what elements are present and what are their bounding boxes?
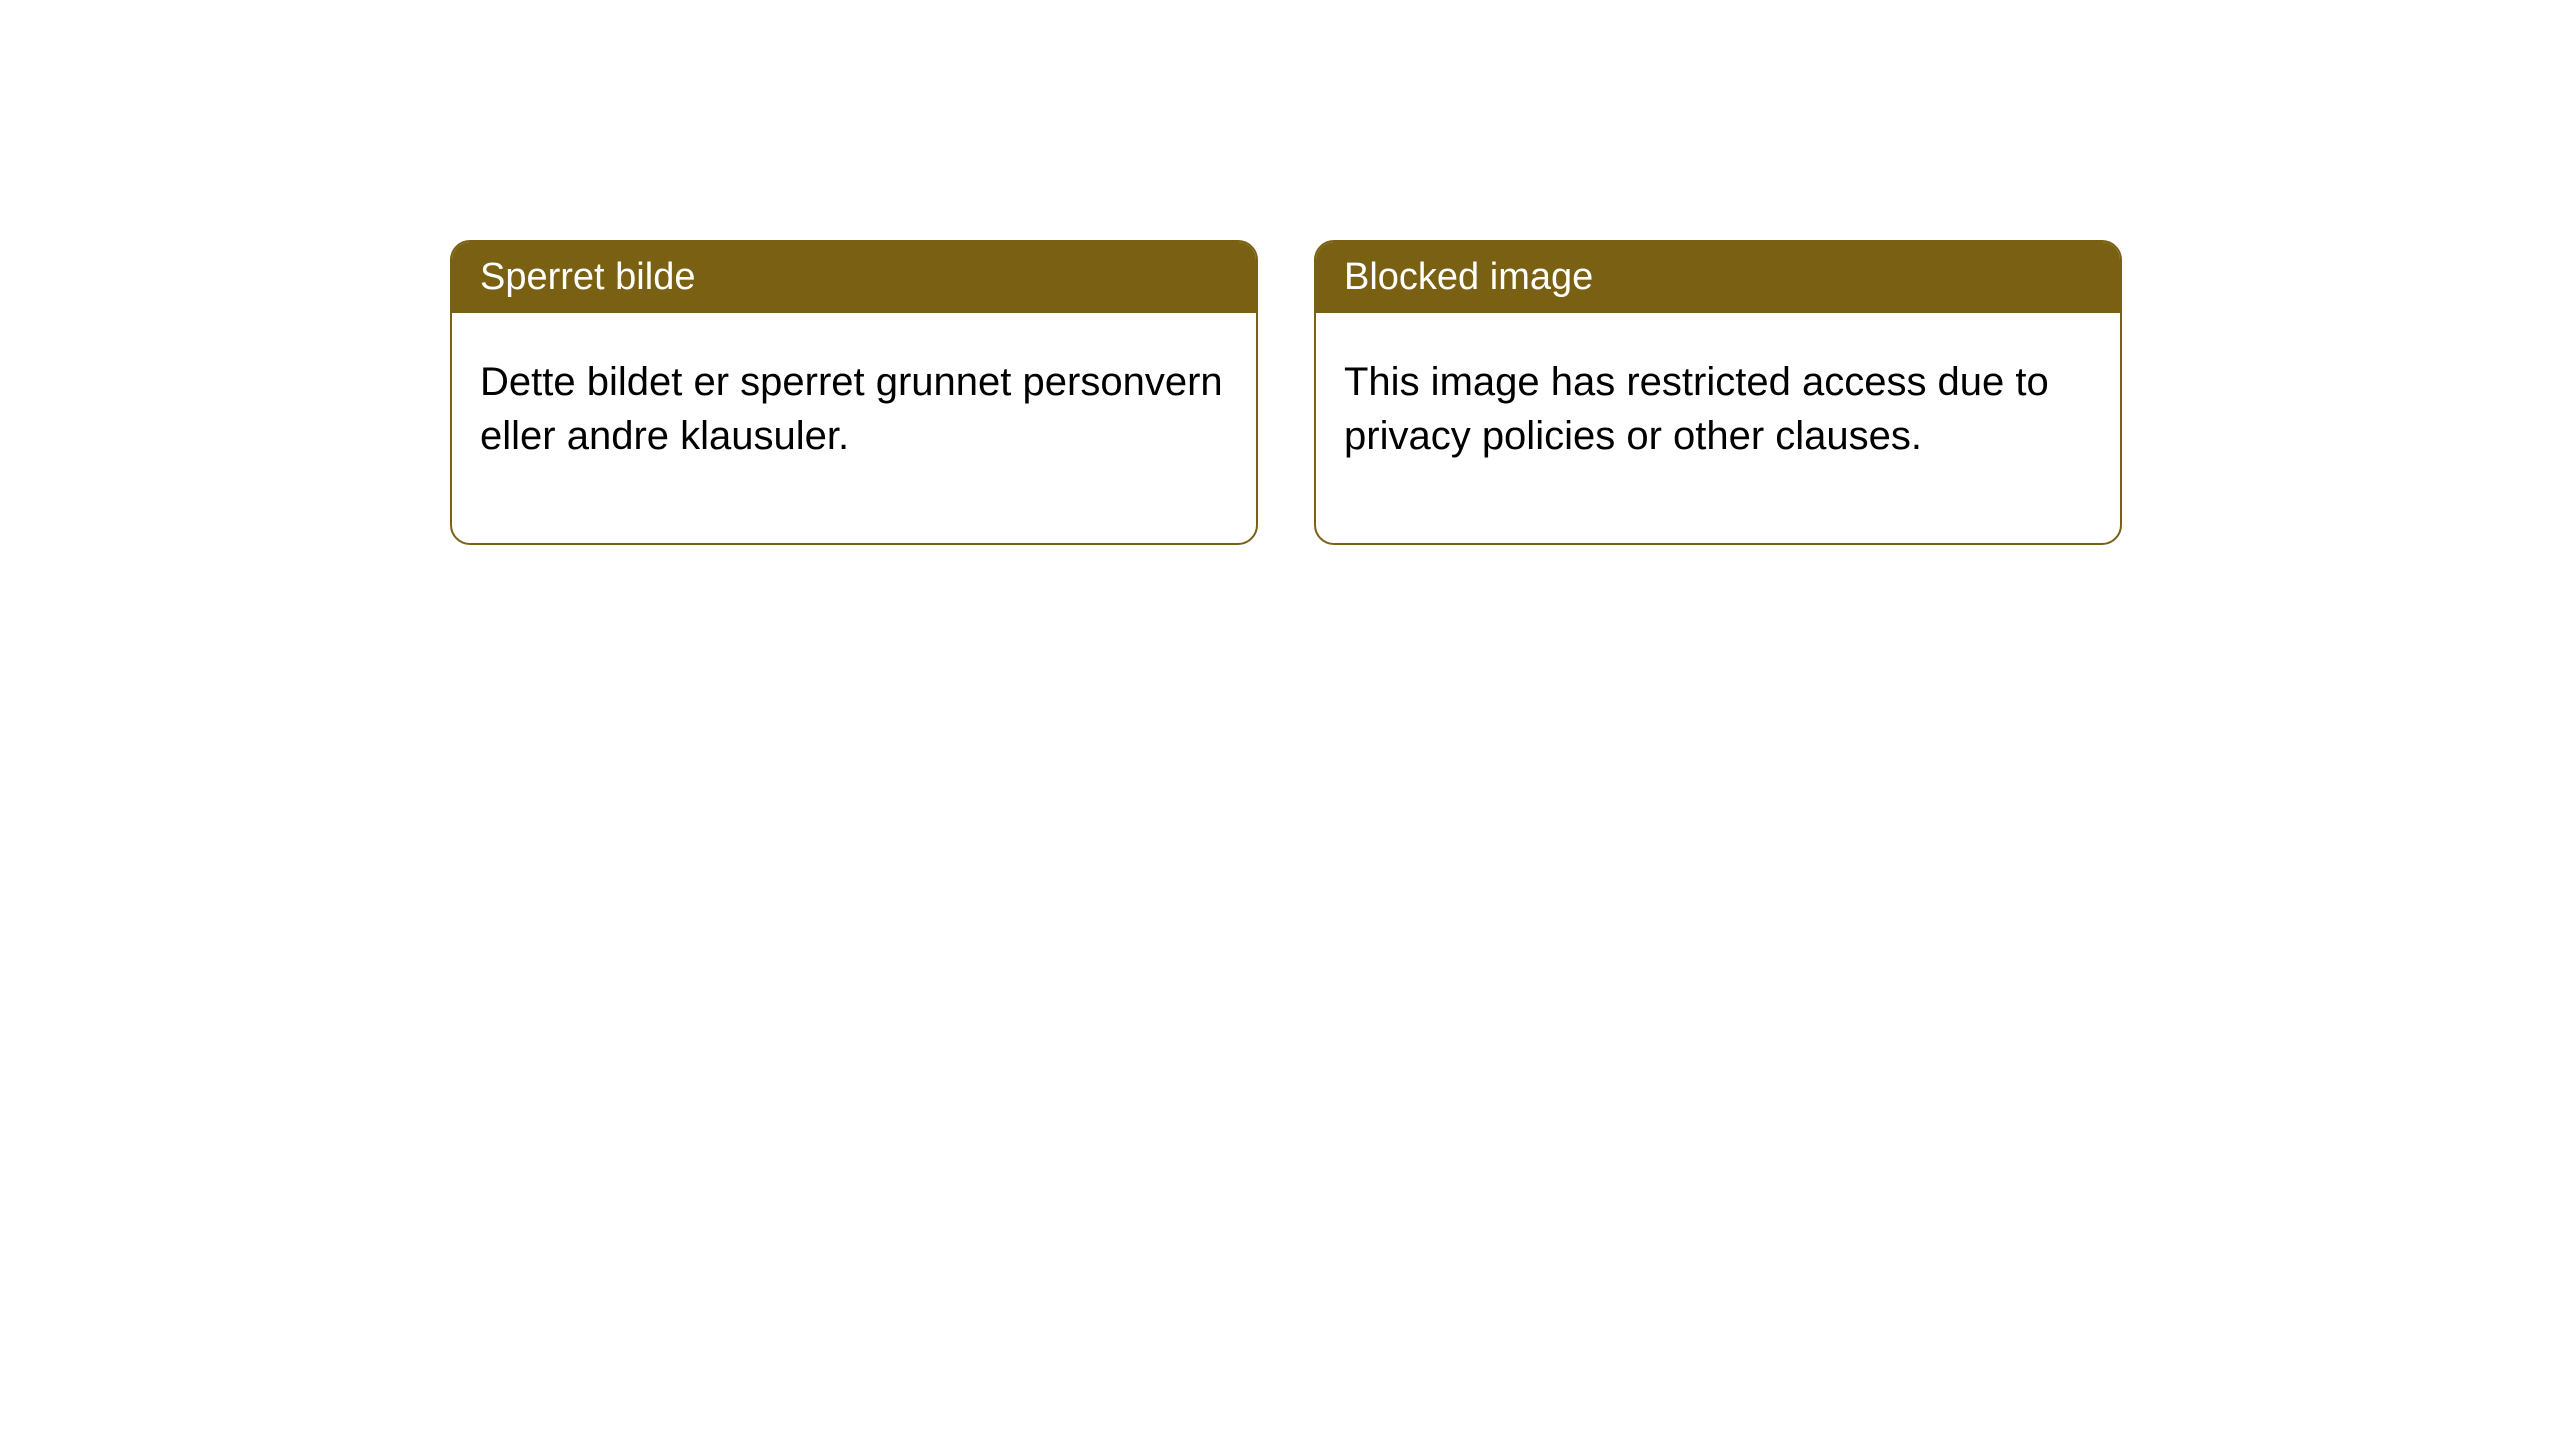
card-body: Dette bildet er sperret grunnet personve… xyxy=(452,313,1256,543)
card-title: Sperret bilde xyxy=(480,256,695,298)
card-header: Blocked image xyxy=(1316,242,2120,313)
notice-card-english: Blocked image This image has restricted … xyxy=(1314,240,2122,545)
notice-container: Sperret bilde Dette bildet er sperret gr… xyxy=(450,240,2122,545)
card-body-text: Dette bildet er sperret grunnet personve… xyxy=(480,360,1223,458)
card-title: Blocked image xyxy=(1344,256,1593,298)
card-body: This image has restricted access due to … xyxy=(1316,313,2120,543)
card-body-text: This image has restricted access due to … xyxy=(1344,360,2049,458)
notice-card-norwegian: Sperret bilde Dette bildet er sperret gr… xyxy=(450,240,1258,545)
card-header: Sperret bilde xyxy=(452,242,1256,313)
